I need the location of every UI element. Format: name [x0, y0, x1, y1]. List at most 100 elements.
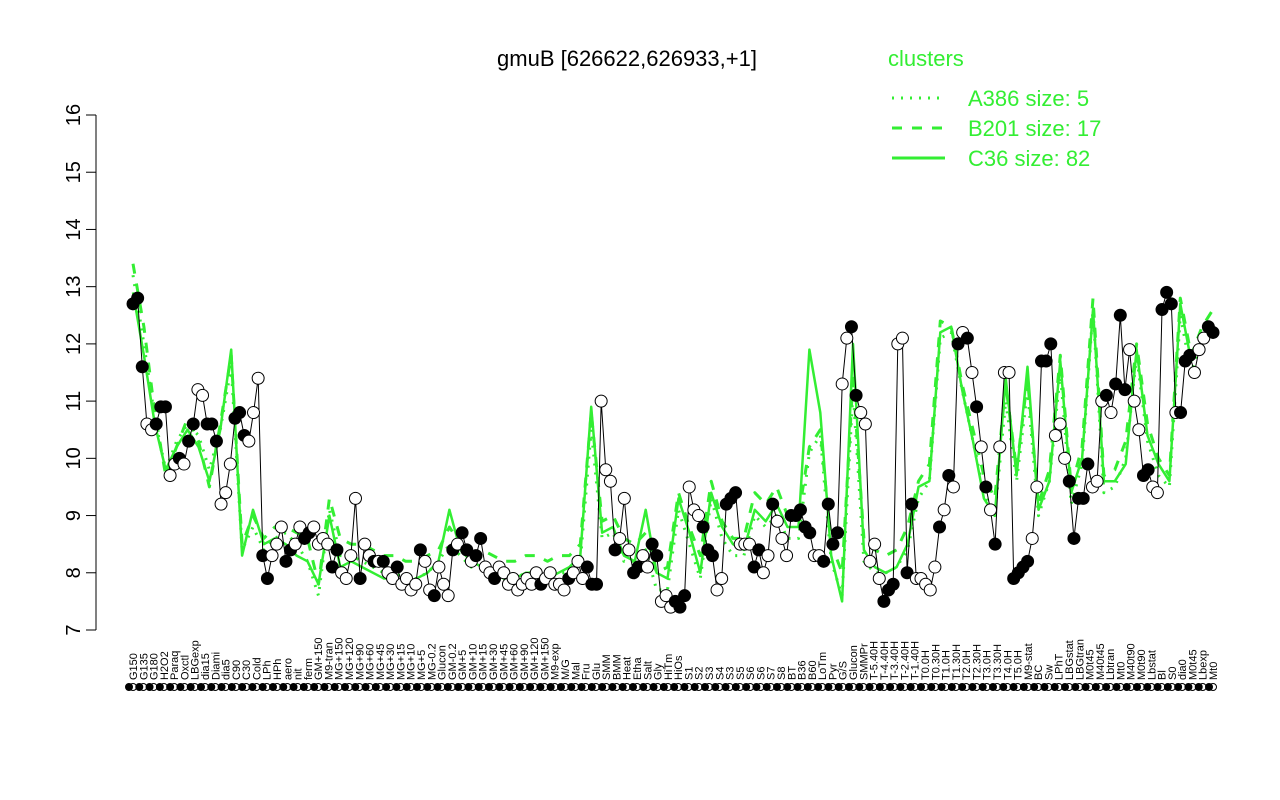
data-point	[219, 486, 233, 500]
x-marker-filled	[598, 683, 607, 691]
data-points	[126, 285, 1220, 614]
data-point	[205, 417, 219, 431]
data-point	[747, 560, 761, 574]
x-marker-filled	[999, 683, 1008, 691]
x-marker-filled	[454, 683, 463, 691]
x-tick-label: GM+30	[488, 644, 500, 680]
data-point	[696, 520, 710, 534]
data-point	[1187, 366, 1201, 379]
x-tick-label: T3.0H	[982, 650, 994, 680]
x-marker-filled	[762, 683, 771, 691]
x-marker-filled	[865, 683, 874, 691]
data-point	[599, 463, 613, 477]
x-tick-label: MG-0.2	[426, 643, 438, 680]
x-tick-label: Glu	[591, 663, 603, 680]
data-point	[163, 469, 177, 482]
data-point	[974, 440, 988, 454]
data-point	[603, 474, 617, 488]
x-tick-label: S8	[776, 667, 788, 680]
x-marker-filled	[413, 683, 421, 691]
data-point	[214, 497, 228, 511]
x-marker-filled	[474, 683, 483, 691]
x-marker-filled	[803, 683, 812, 691]
x-marker-filled	[207, 683, 216, 691]
data-point	[905, 497, 919, 511]
data-point	[923, 583, 937, 597]
x-marker-filled	[279, 683, 288, 691]
x-tick-label: dia15	[200, 653, 212, 680]
x-marker-filled	[659, 683, 668, 691]
data-point	[242, 434, 256, 448]
y-tick-label: 8	[63, 567, 85, 578]
x-marker-filled	[947, 683, 956, 691]
x-marker-filled	[577, 683, 586, 691]
x-marker-filled	[371, 683, 380, 691]
x-tick-label: T5.0H	[1013, 650, 1025, 680]
x-tick-label: Gly	[653, 663, 665, 680]
x-marker-filled	[1071, 683, 1080, 691]
x-tick-label: C90	[231, 660, 243, 680]
data-point	[307, 520, 321, 534]
data-point	[265, 549, 279, 563]
x-marker-filled	[690, 683, 699, 691]
data-point	[1141, 463, 1155, 477]
data-point	[1039, 354, 1053, 368]
data-point	[293, 520, 307, 534]
x-marker-filled	[567, 683, 576, 691]
x-marker-filled	[989, 683, 997, 691]
x-marker-filled	[968, 683, 977, 691]
data-point	[1127, 394, 1141, 408]
x-marker-filled	[834, 683, 843, 691]
data-point	[793, 503, 807, 517]
y-tick-label: 11	[63, 391, 85, 412]
x-marker-filled	[186, 683, 195, 691]
x-tick-label: S5	[735, 667, 747, 680]
x-marker-filled	[1143, 683, 1152, 691]
data-point	[770, 514, 784, 528]
x-marker-filled	[1122, 683, 1131, 691]
x-tick-label: dia5	[221, 659, 233, 680]
x-tick-label: GM+90	[519, 644, 531, 680]
y-axis: 7 8 9 10 11 12 13 14 15 16	[63, 104, 97, 636]
data-point	[715, 572, 729, 585]
x-tick-label: GM-0.2	[447, 643, 459, 680]
x-tick-label: Salt	[642, 661, 654, 680]
data-point	[497, 566, 511, 580]
data-point	[673, 600, 687, 614]
x-marker-filled	[1081, 683, 1090, 691]
data-point	[432, 560, 446, 574]
data-point	[682, 480, 696, 494]
x-marker-filled	[1184, 683, 1193, 691]
x-marker-filled	[392, 683, 401, 691]
legend-title: clusters	[888, 46, 964, 71]
x-tick-label: G180	[149, 653, 161, 680]
x-tick-label: H2O2	[159, 651, 171, 680]
x-tick-label: S1	[683, 667, 695, 680]
data-point	[270, 537, 284, 551]
x-tick-label: GM+45	[498, 644, 510, 680]
data-point	[247, 406, 261, 420]
chart-title: gmuB [626622,626933,+1]	[497, 46, 757, 71]
x-marker-filled	[227, 683, 236, 691]
data-point	[636, 549, 650, 563]
x-marker-filled	[320, 683, 329, 691]
x-tick-label: T-3.40H	[889, 641, 901, 680]
x-tick-label: LPhT	[1054, 653, 1066, 680]
x-tick-label: Oxctl	[179, 655, 191, 680]
x-tick-label: Diami	[210, 652, 222, 680]
data-point	[831, 526, 845, 540]
y-tick-label: 13	[63, 276, 85, 298]
data-point	[622, 543, 636, 557]
data-point	[450, 537, 464, 551]
data-point	[844, 320, 858, 334]
data-point	[177, 457, 191, 471]
x-marker-filled	[515, 683, 524, 691]
x-marker-filled	[927, 683, 936, 691]
data-point	[529, 566, 543, 580]
x-marker-filled	[917, 683, 925, 691]
x-tick-label: Paraq	[169, 651, 181, 680]
x-marker-filled	[711, 683, 720, 691]
data-point	[1044, 337, 1058, 351]
x-tick-label: M/G	[560, 659, 572, 680]
